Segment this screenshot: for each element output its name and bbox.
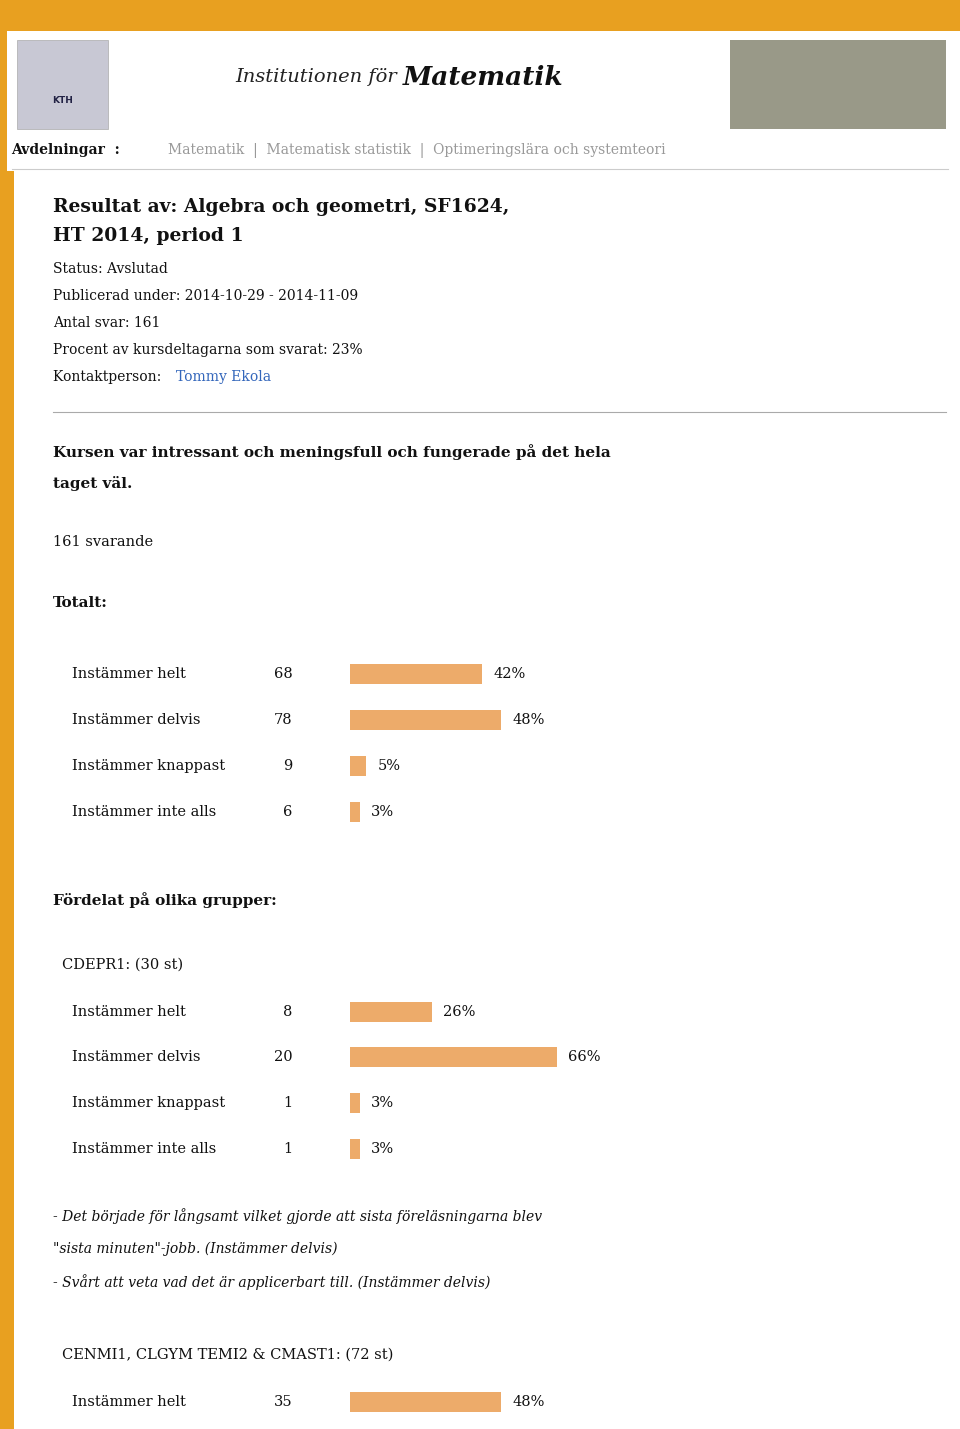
Text: Publicerad under: 2014-10-29 - 2014-11-09: Publicerad under: 2014-10-29 - 2014-11-0… bbox=[53, 289, 358, 303]
Text: Instämmer delvis: Instämmer delvis bbox=[72, 713, 201, 727]
Text: Avdelningar  :: Avdelningar : bbox=[12, 143, 120, 157]
Text: Resultat av: Algebra och geometri, SF1624,: Resultat av: Algebra och geometri, SF162… bbox=[53, 199, 509, 216]
Text: Instämmer helt: Instämmer helt bbox=[72, 1395, 186, 1409]
Bar bbox=[0, 0, 960, 31]
Text: Matematik  |  Matematisk statistik  |  Optimeringslära och systemteori: Matematik | Matematisk statistik | Optim… bbox=[168, 143, 665, 157]
Text: 35: 35 bbox=[275, 1395, 293, 1409]
Text: 78: 78 bbox=[275, 713, 293, 727]
Bar bbox=[730, 40, 946, 129]
Bar bbox=[350, 1002, 432, 1022]
Bar bbox=[350, 1093, 360, 1113]
Text: 42%: 42% bbox=[493, 667, 525, 682]
Bar bbox=[350, 1392, 500, 1412]
Text: 6: 6 bbox=[283, 805, 293, 819]
Text: Antal svar: 161: Antal svar: 161 bbox=[53, 316, 160, 330]
Text: Instämmer helt: Instämmer helt bbox=[72, 667, 186, 682]
Bar bbox=[17, 40, 108, 129]
Text: Procent av kursdeltagarna som svarat: 23%: Procent av kursdeltagarna som svarat: 23… bbox=[53, 343, 363, 357]
Text: 48%: 48% bbox=[512, 1395, 544, 1409]
Bar bbox=[350, 1047, 557, 1067]
Text: Instämmer helt: Instämmer helt bbox=[72, 1005, 186, 1019]
Bar bbox=[0, 31, 7, 1429]
Text: Instämmer delvis: Instämmer delvis bbox=[72, 1050, 201, 1065]
Text: 3%: 3% bbox=[372, 1142, 395, 1156]
Bar bbox=[7, 171, 14, 1429]
Text: Kontaktperson:: Kontaktperson: bbox=[53, 370, 165, 384]
Text: 26%: 26% bbox=[444, 1005, 475, 1019]
Text: Institutionen för: Institutionen för bbox=[235, 69, 403, 86]
Text: HT 2014, period 1: HT 2014, period 1 bbox=[53, 227, 244, 244]
Text: 3%: 3% bbox=[372, 805, 395, 819]
Bar bbox=[350, 1139, 360, 1159]
Text: Instämmer knappast: Instämmer knappast bbox=[72, 759, 226, 773]
Text: KTH: KTH bbox=[52, 96, 73, 104]
Bar bbox=[350, 802, 360, 822]
Text: 48%: 48% bbox=[512, 713, 544, 727]
Text: CDEPR1: (30 st): CDEPR1: (30 st) bbox=[62, 957, 183, 972]
Text: CENMI1, CLGYM TEMI2 & CMAST1: (72 st): CENMI1, CLGYM TEMI2 & CMAST1: (72 st) bbox=[62, 1348, 394, 1362]
Text: 1: 1 bbox=[283, 1096, 293, 1110]
Text: Instämmer inte alls: Instämmer inte alls bbox=[72, 1142, 216, 1156]
Text: taget väl.: taget väl. bbox=[53, 476, 132, 490]
Text: Matematik: Matematik bbox=[403, 64, 564, 90]
Text: Status: Avslutad: Status: Avslutad bbox=[53, 262, 168, 276]
Text: - Det började för långsamt vilket gjorde att sista föreläsningarna blev: - Det började för långsamt vilket gjorde… bbox=[53, 1208, 542, 1225]
Text: Fördelat på olika grupper:: Fördelat på olika grupper: bbox=[53, 892, 276, 909]
Text: 3%: 3% bbox=[372, 1096, 395, 1110]
Text: 161 svarande: 161 svarande bbox=[53, 534, 153, 549]
Text: Totalt:: Totalt: bbox=[53, 596, 108, 610]
Text: 1: 1 bbox=[283, 1142, 293, 1156]
Text: 5%: 5% bbox=[377, 759, 400, 773]
Text: 20: 20 bbox=[275, 1050, 293, 1065]
Bar bbox=[350, 664, 482, 684]
Text: 68: 68 bbox=[274, 667, 293, 682]
Text: Instämmer knappast: Instämmer knappast bbox=[72, 1096, 226, 1110]
Text: "sista minuten"-jobb. (Instämmer delvis): "sista minuten"-jobb. (Instämmer delvis) bbox=[53, 1242, 337, 1256]
Text: Instämmer inte alls: Instämmer inte alls bbox=[72, 805, 216, 819]
Bar bbox=[350, 756, 366, 776]
Text: 9: 9 bbox=[283, 759, 293, 773]
Text: 66%: 66% bbox=[568, 1050, 601, 1065]
Bar bbox=[350, 710, 500, 730]
Text: 8: 8 bbox=[283, 1005, 293, 1019]
Text: Tommy Ekola: Tommy Ekola bbox=[176, 370, 271, 384]
Text: - Svårt att veta vad det är applicerbart till. (Instämmer delvis): - Svårt att veta vad det är applicerbart… bbox=[53, 1273, 491, 1290]
Text: Kursen var intressant och meningsfull och fungerade på det hela: Kursen var intressant och meningsfull oc… bbox=[53, 443, 611, 460]
